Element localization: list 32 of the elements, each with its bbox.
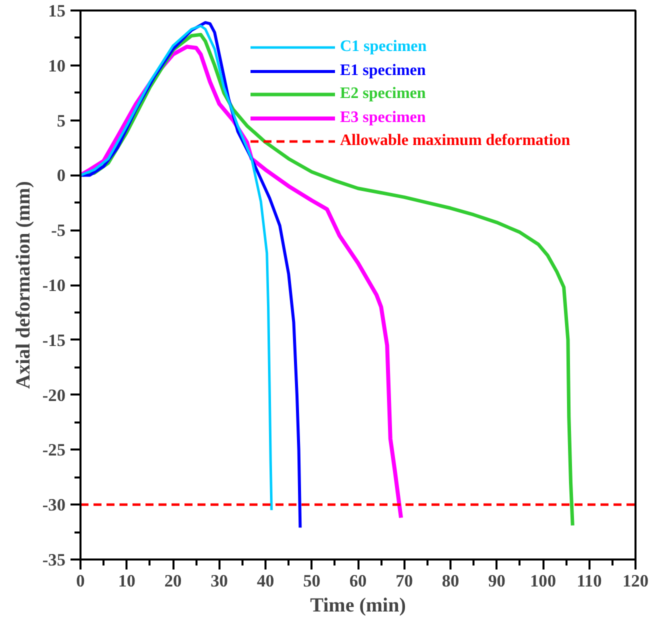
x-tick-label: 0 [76,572,85,590]
x-tick-label: 10 [118,572,136,590]
y-tick-label: 15 [48,2,66,20]
y-tick-label: -20 [42,386,66,405]
x-tick-label: 60 [349,572,367,590]
ref-line-label: Allowable maximum deformation [340,132,570,150]
x-tick-label: 20 [164,572,182,590]
x-tick-label: 80 [442,572,460,590]
x-tick-label: 120 [622,572,649,590]
y-tick-label: 5 [56,111,66,130]
x-tick-label: 100 [530,572,556,590]
y-tick-label: -35 [42,550,66,570]
text: E2 specimen [340,85,426,103]
x-tick-label: 50 [303,572,320,590]
y-tick-label: -30 [42,496,66,515]
text: E1 specimen [340,62,426,80]
x-tick-label: 40 [256,572,274,590]
y-tick-label: -5 [51,221,66,240]
y-tick-label: -25 [42,440,66,460]
y-tick-label: 10 [48,56,66,76]
line-series [80,24,273,512]
x-axis-title: Time (min) [310,594,406,616]
y-tick-label: 0 [56,166,66,186]
x-tick-label: 70 [396,572,413,590]
x-tick-label: 110 [576,572,602,590]
x-tick-label: 90 [488,572,506,590]
y-tick-label: -10 [42,276,66,295]
x-tick-label: 30 [210,572,228,590]
text: C1 specimen [340,38,427,56]
text: E3 specimen [340,108,426,126]
y-tick-label: -15 [42,330,66,350]
y-axis-title: Axial deformation (mm) [12,181,34,389]
